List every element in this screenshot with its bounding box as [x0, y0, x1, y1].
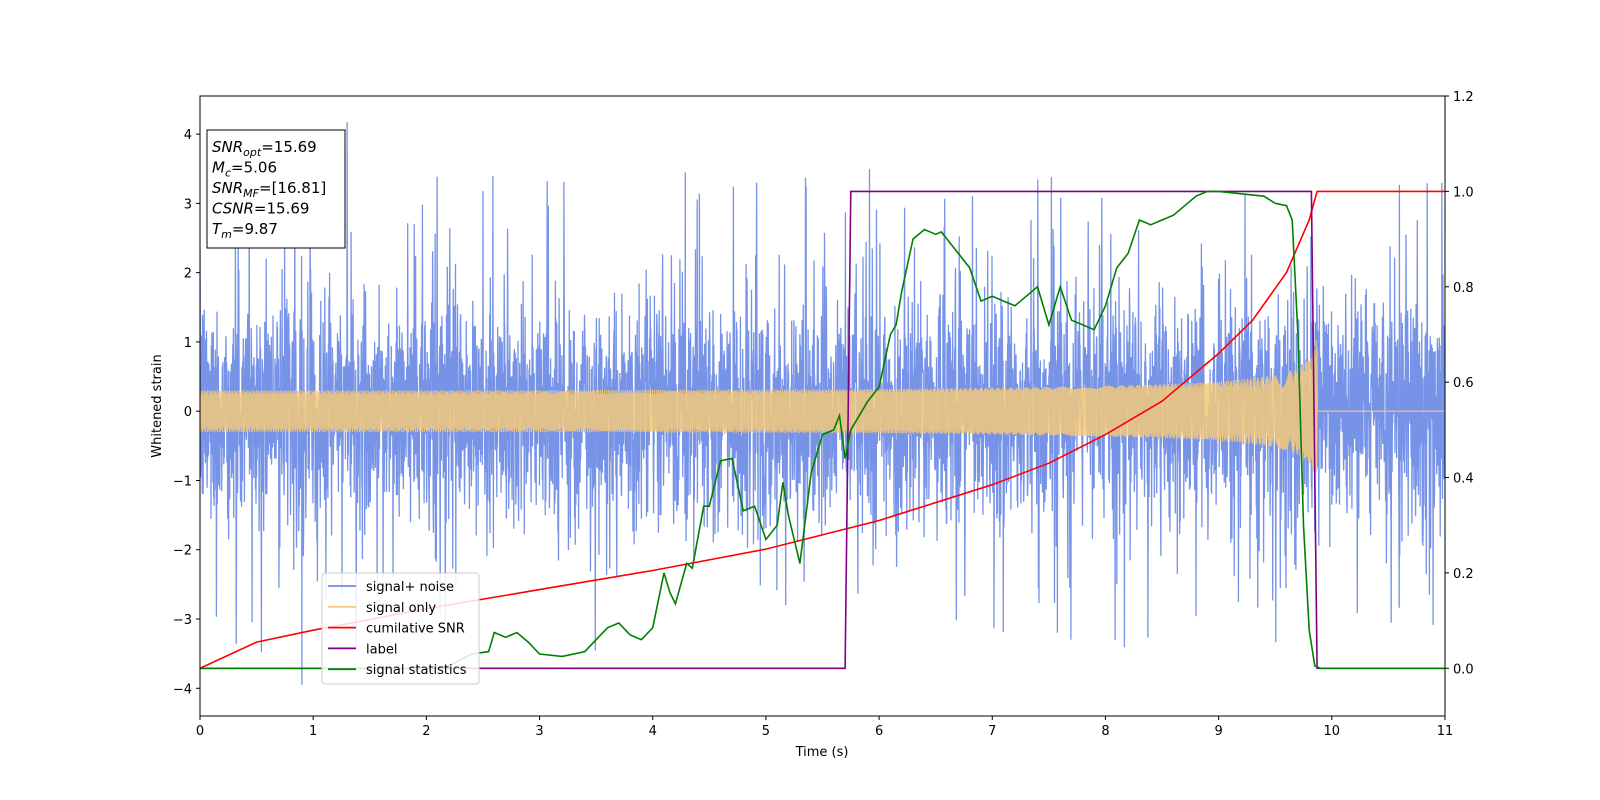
annotation-line: Mc=5.06 — [212, 159, 277, 180]
y2-tick-label: 0.6 — [1453, 376, 1474, 391]
y2-tick-label: 0.2 — [1453, 567, 1474, 582]
annotation-line: CSNR=15.69 — [212, 200, 309, 218]
y-tick-label: 0 — [184, 405, 192, 420]
legend-label: signal only — [366, 601, 436, 616]
y-tick-label: −3 — [173, 613, 192, 628]
annotation-frame — [206, 129, 346, 249]
legend: signal+ noise signal only cumilative SNR la… — [321, 572, 480, 685]
y-tick-label: 4 — [184, 128, 192, 143]
y-tick-label: 2 — [184, 267, 192, 282]
y2-tick-label: 0.8 — [1453, 281, 1474, 296]
y-tick-label: −2 — [173, 544, 192, 559]
y2-tick-label: 1.2 — [1453, 90, 1474, 105]
legend-label: cumilative SNR — [366, 622, 465, 637]
x-tick-label: 6 — [875, 724, 883, 739]
y2-tick-label: 0.4 — [1453, 472, 1474, 487]
ticks-layer: 0 1 2 3 4 5 6 7 8 9 10 11 −4 −3 −2 −1 0 1 2 3 4 0.0 0.2 0.4 0.6 0… — [173, 90, 1474, 739]
plot-frame — [199, 95, 1446, 717]
x-tick-label: 4 — [649, 724, 657, 739]
x-tick-label: 5 — [762, 724, 770, 739]
x-tick-label: 2 — [422, 724, 430, 739]
x-tick-label: 9 — [1214, 724, 1222, 739]
y-tick-label: 1 — [184, 336, 192, 351]
annotation-box: SNRopt=15.69Mc=5.06SNRMF=[16.81]CSNR=15.… — [206, 129, 346, 249]
y2-tick-label: 0.0 — [1453, 662, 1474, 677]
x-tick-label: 1 — [309, 724, 317, 739]
series-line-signal-statistics — [200, 190, 1445, 670]
y-tick-label: −4 — [173, 682, 192, 697]
y-tick-label: −1 — [173, 474, 192, 489]
legend-label: signal+ noise — [366, 580, 454, 595]
x-tick-label: 8 — [1101, 724, 1109, 739]
y-axis-label: Whitened strain — [150, 354, 165, 457]
annotation-line: Tm=9.87 — [212, 220, 278, 241]
x-axis-label: Time (s) — [795, 745, 849, 760]
x-tick-label: 7 — [988, 724, 996, 739]
x-tick-label: 3 — [535, 724, 543, 739]
y-tick-label: 3 — [184, 197, 192, 212]
annotation-line: SNRopt=15.69 — [212, 138, 317, 159]
annotation-line: SNRMF=[16.81] — [212, 179, 326, 200]
series-line-signal-only — [200, 340, 1445, 473]
legend-label: label — [366, 642, 397, 657]
legend-label: signal statistics — [366, 663, 467, 678]
x-tick-label: 11 — [1437, 724, 1454, 739]
legend-frame — [321, 572, 480, 685]
y2-tick-label: 1.0 — [1453, 185, 1474, 200]
x-tick-label: 0 — [196, 724, 204, 739]
x-tick-label: 10 — [1324, 724, 1341, 739]
